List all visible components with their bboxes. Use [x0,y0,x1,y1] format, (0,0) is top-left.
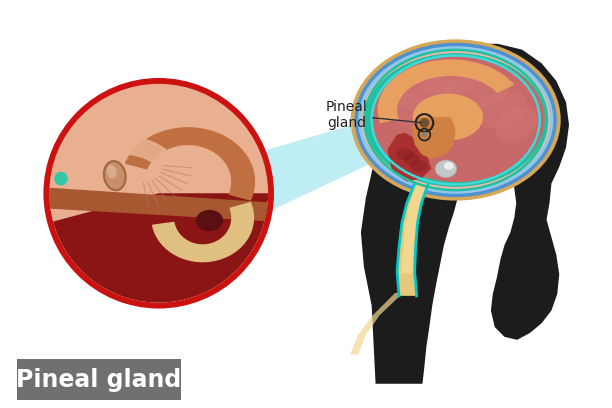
Text: Pineal gland: Pineal gland [17,368,182,392]
Ellipse shape [403,153,420,165]
Ellipse shape [443,69,511,110]
Ellipse shape [354,43,557,197]
Ellipse shape [435,160,457,177]
Polygon shape [401,186,427,273]
Ellipse shape [496,106,537,141]
Ellipse shape [104,161,125,190]
Ellipse shape [358,46,553,194]
Polygon shape [361,44,569,384]
Polygon shape [235,105,420,227]
Polygon shape [412,117,456,159]
Ellipse shape [419,63,477,97]
Circle shape [43,78,274,308]
FancyBboxPatch shape [17,359,181,400]
Ellipse shape [107,165,117,179]
Polygon shape [397,184,428,296]
Ellipse shape [362,50,550,190]
Ellipse shape [410,160,427,172]
Ellipse shape [412,93,483,140]
Polygon shape [50,188,268,221]
Circle shape [54,172,68,186]
Ellipse shape [351,40,561,201]
Wedge shape [53,193,268,303]
Ellipse shape [196,210,223,231]
Ellipse shape [365,53,547,187]
Ellipse shape [476,89,528,129]
Polygon shape [350,293,403,355]
Polygon shape [152,203,253,262]
Text: Pineal
gland: Pineal gland [326,100,422,130]
Polygon shape [387,133,431,182]
Ellipse shape [444,162,453,170]
Ellipse shape [386,91,432,128]
Circle shape [422,132,427,137]
Circle shape [50,84,268,303]
Polygon shape [64,137,184,194]
Ellipse shape [390,71,466,118]
Ellipse shape [396,149,414,160]
Polygon shape [378,60,514,123]
Ellipse shape [371,56,545,182]
Polygon shape [125,128,255,200]
Circle shape [420,118,429,128]
